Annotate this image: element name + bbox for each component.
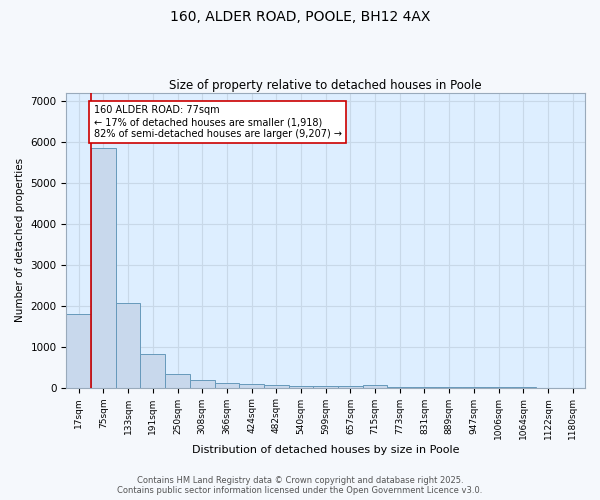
Bar xyxy=(338,386,363,388)
Bar xyxy=(116,302,140,388)
Y-axis label: Number of detached properties: Number of detached properties xyxy=(15,158,25,322)
Bar xyxy=(190,380,215,388)
Bar xyxy=(289,386,313,388)
Text: 160, ALDER ROAD, POOLE, BH12 4AX: 160, ALDER ROAD, POOLE, BH12 4AX xyxy=(170,10,430,24)
X-axis label: Distribution of detached houses by size in Poole: Distribution of detached houses by size … xyxy=(192,445,460,455)
Bar xyxy=(165,374,190,388)
Bar xyxy=(67,314,91,388)
Bar xyxy=(91,148,116,388)
Text: Contains HM Land Registry data © Crown copyright and database right 2025.
Contai: Contains HM Land Registry data © Crown c… xyxy=(118,476,482,495)
Bar xyxy=(363,384,388,388)
Title: Size of property relative to detached houses in Poole: Size of property relative to detached ho… xyxy=(169,79,482,92)
Bar xyxy=(239,384,264,388)
Text: 160 ALDER ROAD: 77sqm
← 17% of detached houses are smaller (1,918)
82% of semi-d: 160 ALDER ROAD: 77sqm ← 17% of detached … xyxy=(94,106,341,138)
Bar xyxy=(215,383,239,388)
Bar xyxy=(313,386,338,388)
Bar xyxy=(140,354,165,388)
Bar xyxy=(264,385,289,388)
